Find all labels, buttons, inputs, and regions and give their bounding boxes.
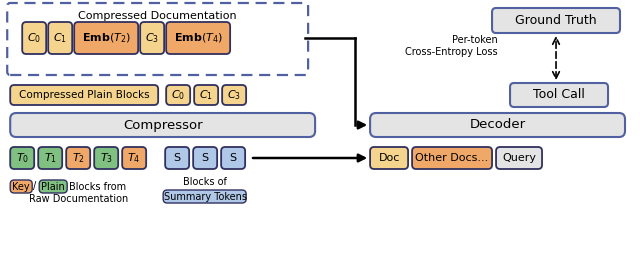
Text: $C_1$: $C_1$ <box>199 88 213 102</box>
Text: Blocks from: Blocks from <box>68 181 125 192</box>
Text: $T_0$: $T_0$ <box>15 151 29 165</box>
Text: Per-token
Cross-Entropy Loss: Per-token Cross-Entropy Loss <box>405 35 498 57</box>
Text: $C_0$: $C_0$ <box>171 88 185 102</box>
FancyBboxPatch shape <box>66 147 90 169</box>
FancyBboxPatch shape <box>370 113 625 137</box>
FancyBboxPatch shape <box>38 147 62 169</box>
FancyBboxPatch shape <box>166 22 230 54</box>
FancyBboxPatch shape <box>193 147 217 169</box>
Text: $C_3$: $C_3$ <box>145 31 159 45</box>
Text: $T_1$: $T_1$ <box>44 151 57 165</box>
FancyBboxPatch shape <box>94 147 118 169</box>
FancyBboxPatch shape <box>39 180 67 193</box>
FancyBboxPatch shape <box>163 190 246 203</box>
Text: Blocks of: Blocks of <box>183 177 227 187</box>
FancyBboxPatch shape <box>74 22 138 54</box>
FancyBboxPatch shape <box>222 85 246 105</box>
FancyBboxPatch shape <box>165 147 189 169</box>
Text: $\mathbf{Emb}(T_4)$: $\mathbf{Emb}(T_4)$ <box>173 31 223 45</box>
Text: S: S <box>202 153 209 163</box>
Text: Raw Documentation: Raw Documentation <box>29 194 128 204</box>
Text: Summary Tokens: Summary Tokens <box>164 192 246 201</box>
FancyBboxPatch shape <box>412 147 492 169</box>
Text: Compressed Plain Blocks: Compressed Plain Blocks <box>19 90 150 100</box>
FancyBboxPatch shape <box>10 180 32 193</box>
FancyBboxPatch shape <box>510 83 608 107</box>
Text: Other Docs...: Other Docs... <box>415 153 489 163</box>
Text: $T_4$: $T_4$ <box>127 151 141 165</box>
Text: Key: Key <box>12 181 30 192</box>
FancyBboxPatch shape <box>10 147 34 169</box>
Text: /: / <box>33 181 36 192</box>
Text: Compressor: Compressor <box>123 118 202 132</box>
FancyBboxPatch shape <box>10 85 158 105</box>
Text: Compressed Documentation: Compressed Documentation <box>78 11 237 21</box>
FancyBboxPatch shape <box>496 147 542 169</box>
FancyBboxPatch shape <box>194 85 218 105</box>
FancyBboxPatch shape <box>22 22 46 54</box>
FancyBboxPatch shape <box>221 147 245 169</box>
FancyBboxPatch shape <box>140 22 164 54</box>
Text: $T_3$: $T_3$ <box>100 151 113 165</box>
FancyBboxPatch shape <box>48 22 72 54</box>
FancyBboxPatch shape <box>166 85 190 105</box>
Text: Query: Query <box>502 153 536 163</box>
Text: Ground Truth: Ground Truth <box>515 14 597 27</box>
Text: S: S <box>173 153 180 163</box>
Text: Tool Call: Tool Call <box>533 88 585 102</box>
FancyBboxPatch shape <box>10 113 315 137</box>
Text: $C_1$: $C_1$ <box>53 31 67 45</box>
Text: $C_3$: $C_3$ <box>227 88 241 102</box>
Text: $C_0$: $C_0$ <box>27 31 41 45</box>
FancyBboxPatch shape <box>122 147 146 169</box>
Text: S: S <box>230 153 237 163</box>
Text: Plain: Plain <box>42 181 65 192</box>
Text: $\mathbf{Emb}(T_2)$: $\mathbf{Emb}(T_2)$ <box>82 31 131 45</box>
Text: $T_2$: $T_2$ <box>72 151 84 165</box>
Text: Decoder: Decoder <box>470 118 525 132</box>
Text: Doc: Doc <box>378 153 400 163</box>
FancyBboxPatch shape <box>492 8 620 33</box>
FancyBboxPatch shape <box>370 147 408 169</box>
